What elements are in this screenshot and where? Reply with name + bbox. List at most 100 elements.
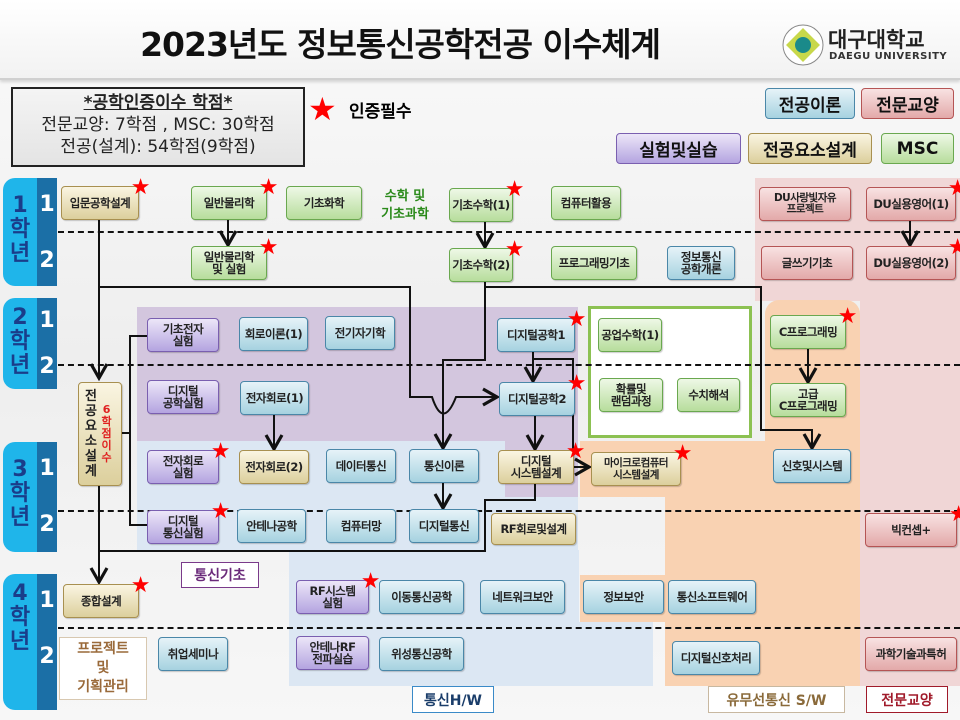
- star-icon: ★: [130, 573, 151, 598]
- course-box[interactable]: 고급 C프로그래밍: [770, 383, 846, 417]
- course-label: 디지털통신: [418, 519, 470, 533]
- semester-divider: [58, 510, 960, 512]
- star-icon: ★: [947, 176, 960, 201]
- region-comm-hw-4b: [578, 622, 653, 686]
- arrow: [100, 286, 501, 415]
- course-label: 위성통신공학: [391, 647, 452, 661]
- course-label: 입문공학설계: [69, 196, 131, 210]
- course-label: 디지털 시스템설계: [510, 454, 562, 480]
- course-box[interactable]: DU사랑빛자유 프로젝트: [759, 187, 851, 221]
- star-icon: ★: [308, 90, 337, 128]
- semester-divider: [58, 364, 960, 366]
- star-icon: ★: [948, 502, 960, 527]
- course-box[interactable]: RF회로및설계: [491, 513, 576, 545]
- course-box[interactable]: 위성통신공학: [379, 637, 464, 671]
- course-box[interactable]: 안테나공학: [237, 509, 306, 543]
- group-label-sw: 유무선통신 S/W: [708, 686, 845, 713]
- star-icon: ★: [258, 175, 279, 200]
- course-box[interactable]: 안테나RF 전파실습: [296, 636, 369, 670]
- course-label: 이동통신공학: [391, 590, 452, 604]
- course-box[interactable]: C프로그래밍 ★: [770, 306, 858, 349]
- course-box[interactable]: 디지털신호처리: [672, 641, 760, 675]
- course-box[interactable]: 네트워크보안: [480, 580, 565, 614]
- course-box[interactable]: 기초수학(2) ★: [449, 239, 525, 282]
- course-box[interactable]: 디지털 시스템설계 ★: [498, 441, 586, 484]
- star-icon: ★: [258, 235, 279, 260]
- course-box[interactable]: RF시스템 실험 ★: [296, 571, 381, 614]
- course-box[interactable]: 일반물리학 ★: [191, 177, 279, 220]
- course-box[interactable]: 기초화학: [286, 186, 362, 220]
- legend-lab: 실험및실습: [616, 133, 741, 164]
- course-label: RF회로및설계: [500, 522, 567, 536]
- course-label: 컴퓨터활용: [560, 196, 612, 210]
- course-label: 통신이론: [423, 459, 465, 473]
- course-label: 마이크로컴퓨터 시스템설계: [603, 457, 669, 481]
- course-box[interactable]: 입문공학설계 ★: [61, 177, 151, 220]
- course-box[interactable]: 이동통신공학: [379, 580, 464, 614]
- course-box[interactable]: 확률및 랜덤과정: [599, 378, 663, 412]
- course-box[interactable]: 데이터통신: [326, 449, 396, 483]
- required-legend-label: 인증필수: [349, 102, 412, 122]
- course-box[interactable]: 신호및시스템: [773, 449, 851, 483]
- course-box[interactable]: 디지털 통신실험 ★: [147, 501, 231, 544]
- course-box[interactable]: 통신이론: [409, 449, 479, 483]
- course-box[interactable]: 공업수학(1): [598, 318, 662, 352]
- logo-name-en: DAEGU UNIVERSITY: [829, 51, 948, 62]
- course-box[interactable]: 디지털통신: [409, 509, 479, 543]
- course-box[interactable]: 기초전자 실험: [147, 318, 219, 352]
- course-label: 일반물리학: [203, 196, 255, 210]
- course-label: 종합설계: [80, 594, 122, 608]
- course-box[interactable]: 마이크로컴퓨터 시스템설계 ★: [591, 443, 693, 486]
- course-box[interactable]: 디지털공학1 ★: [497, 309, 587, 352]
- course-box[interactable]: 디지털공학2 ★: [499, 373, 587, 416]
- course-label: 기초수학(2): [452, 258, 510, 272]
- course-box[interactable]: 과학기술과특허: [865, 637, 957, 671]
- legend-general: 전문교양: [861, 88, 954, 119]
- course-box[interactable]: 전자회로(1): [240, 381, 309, 415]
- course-box[interactable]: 정보보안: [583, 580, 664, 614]
- course-box[interactable]: 취업세미나: [158, 637, 228, 671]
- course-box[interactable]: DU실용영어(2) ★: [866, 237, 960, 280]
- course-box[interactable]: 수치해석: [677, 378, 740, 412]
- group-label-general: 전문교양: [866, 686, 948, 713]
- course-label: 기초전자 실험: [162, 322, 204, 348]
- course-box[interactable]: DU실용영어(1) ★: [866, 178, 960, 221]
- course-box[interactable]: 글쓰기기초: [761, 246, 853, 280]
- course-box[interactable]: 통신소프트웨어: [668, 580, 756, 614]
- university-seal-icon: [782, 24, 824, 66]
- course-label: 전자회로(1): [245, 391, 304, 405]
- course-box[interactable]: 종합설계 ★: [63, 575, 151, 618]
- course-label: 6 학 점 이 수: [101, 403, 112, 464]
- course-label: 전자회로 실험: [162, 454, 204, 480]
- credits-heading: *공학인증이수 학점*: [83, 93, 233, 113]
- course-box[interactable]: 전자회로 실험 ★: [147, 441, 231, 484]
- course-box[interactable]: 전기자기학: [325, 316, 395, 350]
- course-label: 통신소프트웨어: [676, 590, 748, 604]
- course-box[interactable]: 일반물리학 및 실험 ★: [191, 237, 279, 280]
- course-box[interactable]: 정보통신 공학개론: [667, 246, 735, 280]
- course-box[interactable]: 프로그래밍기초: [551, 246, 637, 280]
- course-label: RF시스템 실험: [309, 584, 356, 610]
- semester-divider: [58, 231, 960, 233]
- group-label-math-science: 수학 및 기초과학: [381, 189, 429, 222]
- star-icon: ★: [504, 177, 525, 202]
- star-icon: ★: [837, 304, 858, 329]
- course-box[interactable]: 컴퓨터활용: [551, 186, 621, 220]
- course-label: 전 공 요 소 설 계: [85, 389, 97, 479]
- course-box[interactable]: 기초수학(1) ★: [449, 179, 525, 222]
- line: [100, 484, 536, 552]
- course-box[interactable]: 회로이론(1): [239, 317, 308, 351]
- design-requirement-box: 전 공 요 소 설 계 6 학 점 이 수: [78, 382, 122, 486]
- course-box[interactable]: 컴퓨터망: [326, 509, 396, 543]
- course-box[interactable]: 디지털 공학실험: [147, 380, 219, 414]
- course-label: 전자회로(2): [245, 460, 303, 474]
- course-label: C프로그래밍: [778, 325, 838, 339]
- star-icon: ★: [566, 371, 587, 396]
- course-label: 안테나RF 전파실습: [309, 640, 356, 666]
- course-box[interactable]: 빅컨셉+ ★: [865, 504, 960, 547]
- course-box[interactable]: 전자회로(2): [239, 450, 309, 484]
